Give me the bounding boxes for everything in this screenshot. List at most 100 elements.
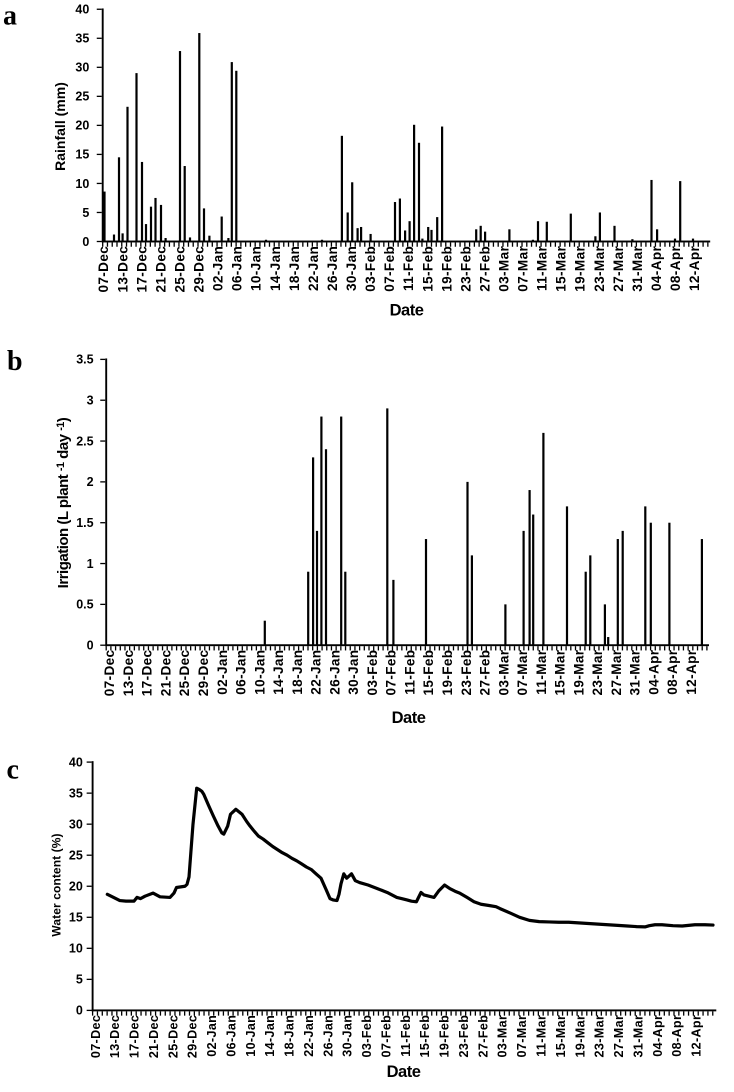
svg-text:12-Apr: 12-Apr xyxy=(687,246,702,292)
svg-text:19-Feb: 19-Feb xyxy=(439,246,454,292)
svg-text:18-Jan: 18-Jan xyxy=(287,246,302,291)
svg-text:20: 20 xyxy=(69,880,83,894)
svg-text:14-Jan: 14-Jan xyxy=(268,246,283,291)
svg-text:13-Dec: 13-Dec xyxy=(108,1015,122,1058)
svg-text:0.5: 0.5 xyxy=(76,598,93,612)
svg-text:27-Mar: 27-Mar xyxy=(609,649,624,695)
svg-text:29-Dec: 29-Dec xyxy=(186,1015,200,1058)
svg-text:03-Feb: 03-Feb xyxy=(363,246,378,292)
svg-text:23-Feb: 23-Feb xyxy=(457,1015,471,1058)
svg-text:21-Dec: 21-Dec xyxy=(153,246,168,293)
svg-text:19-Mar: 19-Mar xyxy=(571,649,586,695)
svg-text:12-Apr: 12-Apr xyxy=(684,649,699,695)
svg-text:Date: Date xyxy=(390,302,424,320)
svg-text:1: 1 xyxy=(87,557,94,571)
svg-text:30-Jan: 30-Jan xyxy=(344,246,359,291)
svg-text:31-Mar: 31-Mar xyxy=(631,1015,645,1058)
svg-text:10-Jan: 10-Jan xyxy=(252,650,267,695)
svg-text:12-Apr: 12-Apr xyxy=(690,1015,704,1057)
svg-text:10-Jan: 10-Jan xyxy=(244,1015,258,1057)
svg-text:15-Mar: 15-Mar xyxy=(554,245,569,291)
svg-text:11-Feb: 11-Feb xyxy=(402,650,417,695)
svg-text:22-Jan: 22-Jan xyxy=(302,1015,316,1057)
svg-text:2.5: 2.5 xyxy=(76,434,93,448)
svg-text:c: c xyxy=(7,755,19,786)
svg-text:23-Feb: 23-Feb xyxy=(458,246,473,292)
svg-text:02-Jan: 02-Jan xyxy=(211,246,226,291)
svg-text:13-Dec: 13-Dec xyxy=(115,246,130,293)
svg-text:31-Mar: 31-Mar xyxy=(630,245,645,291)
svg-text:27-Feb: 27-Feb xyxy=(476,1015,490,1058)
svg-text:11-Mar: 11-Mar xyxy=(535,245,550,291)
svg-text:06-Jan: 06-Jan xyxy=(224,1015,238,1057)
svg-text:11-Feb: 11-Feb xyxy=(399,1015,413,1057)
svg-text:08-Apr: 08-Apr xyxy=(665,649,680,695)
svg-text:25: 25 xyxy=(69,849,83,863)
svg-text:14-Jan: 14-Jan xyxy=(263,1015,277,1057)
svg-text:20: 20 xyxy=(75,119,89,133)
svg-text:31-Mar: 31-Mar xyxy=(628,649,643,695)
svg-text:25-Dec: 25-Dec xyxy=(177,649,192,696)
svg-text:27-Feb: 27-Feb xyxy=(477,246,492,292)
svg-text:06-Jan: 06-Jan xyxy=(230,246,245,291)
svg-text:15: 15 xyxy=(75,148,89,162)
svg-text:07-Feb: 07-Feb xyxy=(384,650,399,696)
svg-text:08-Apr: 08-Apr xyxy=(670,1015,684,1057)
svg-text:5: 5 xyxy=(76,973,83,987)
svg-text:2: 2 xyxy=(87,475,94,489)
svg-text:3: 3 xyxy=(87,394,94,408)
svg-text:30: 30 xyxy=(69,817,83,831)
svg-text:10-Jan: 10-Jan xyxy=(249,246,264,291)
svg-text:04-Apr: 04-Apr xyxy=(649,246,664,292)
svg-text:07-Dec: 07-Dec xyxy=(102,649,117,696)
svg-text:15: 15 xyxy=(69,911,83,925)
svg-text:07-Mar: 07-Mar xyxy=(515,649,530,695)
svg-text:40: 40 xyxy=(75,3,89,17)
svg-text:a: a xyxy=(3,1,17,32)
svg-text:04-Apr: 04-Apr xyxy=(651,1015,665,1057)
svg-text:15-Mar: 15-Mar xyxy=(553,649,568,695)
svg-text:07-Mar: 07-Mar xyxy=(516,245,531,291)
svg-text:0: 0 xyxy=(82,235,89,249)
svg-text:03-Feb: 03-Feb xyxy=(365,650,380,696)
svg-text:19-Mar: 19-Mar xyxy=(573,1015,587,1058)
svg-text:Date: Date xyxy=(387,1063,421,1081)
svg-text:35: 35 xyxy=(69,786,83,800)
svg-text:03-Feb: 03-Feb xyxy=(360,1015,374,1058)
svg-text:0: 0 xyxy=(76,1004,83,1018)
svg-text:15-Mar: 15-Mar xyxy=(554,1015,568,1058)
svg-text:07-Dec: 07-Dec xyxy=(89,1015,103,1058)
svg-text:11-Mar: 11-Mar xyxy=(534,649,549,695)
svg-text:03-Mar: 03-Mar xyxy=(496,649,511,695)
svg-text:15-Feb: 15-Feb xyxy=(420,246,435,292)
svg-text:17-Dec: 17-Dec xyxy=(134,246,149,293)
svg-text:23-Mar: 23-Mar xyxy=(593,1015,607,1058)
svg-text:35: 35 xyxy=(75,32,89,46)
svg-text:27-Mar: 27-Mar xyxy=(612,1015,626,1058)
svg-text:22-Jan: 22-Jan xyxy=(309,650,324,695)
svg-text:b: b xyxy=(7,346,23,377)
svg-text:19-Feb: 19-Feb xyxy=(440,650,455,696)
svg-text:1.5: 1.5 xyxy=(76,516,93,530)
svg-text:26-Jan: 26-Jan xyxy=(321,1015,335,1057)
svg-text:0: 0 xyxy=(87,639,94,653)
svg-text:17-Dec: 17-Dec xyxy=(128,1015,142,1058)
svg-text:08-Apr: 08-Apr xyxy=(668,246,683,292)
svg-text:Rainfall (mm): Rainfall (mm) xyxy=(52,82,68,171)
svg-text:Water content (%): Water content (%) xyxy=(50,833,64,936)
svg-text:23-Mar: 23-Mar xyxy=(592,245,607,291)
svg-text:04-Apr: 04-Apr xyxy=(646,649,661,695)
svg-text:25-Dec: 25-Dec xyxy=(172,246,187,293)
svg-text:23-Mar: 23-Mar xyxy=(590,649,605,695)
svg-text:02-Jan: 02-Jan xyxy=(215,650,230,695)
svg-text:07-Dec: 07-Dec xyxy=(96,246,111,293)
svg-text:22-Jan: 22-Jan xyxy=(306,246,321,291)
svg-text:26-Jan: 26-Jan xyxy=(325,246,340,291)
svg-text:30-Jan: 30-Jan xyxy=(341,1015,355,1057)
svg-text:30-Jan: 30-Jan xyxy=(346,650,361,695)
svg-text:14-Jan: 14-Jan xyxy=(271,650,286,695)
svg-text:Irrigation (L plant -1 day -1): Irrigation (L plant -1 day -1) xyxy=(55,417,72,588)
svg-text:18-Jan: 18-Jan xyxy=(283,1015,297,1057)
svg-text:5: 5 xyxy=(82,206,89,220)
svg-text:15-Feb: 15-Feb xyxy=(418,1015,432,1058)
